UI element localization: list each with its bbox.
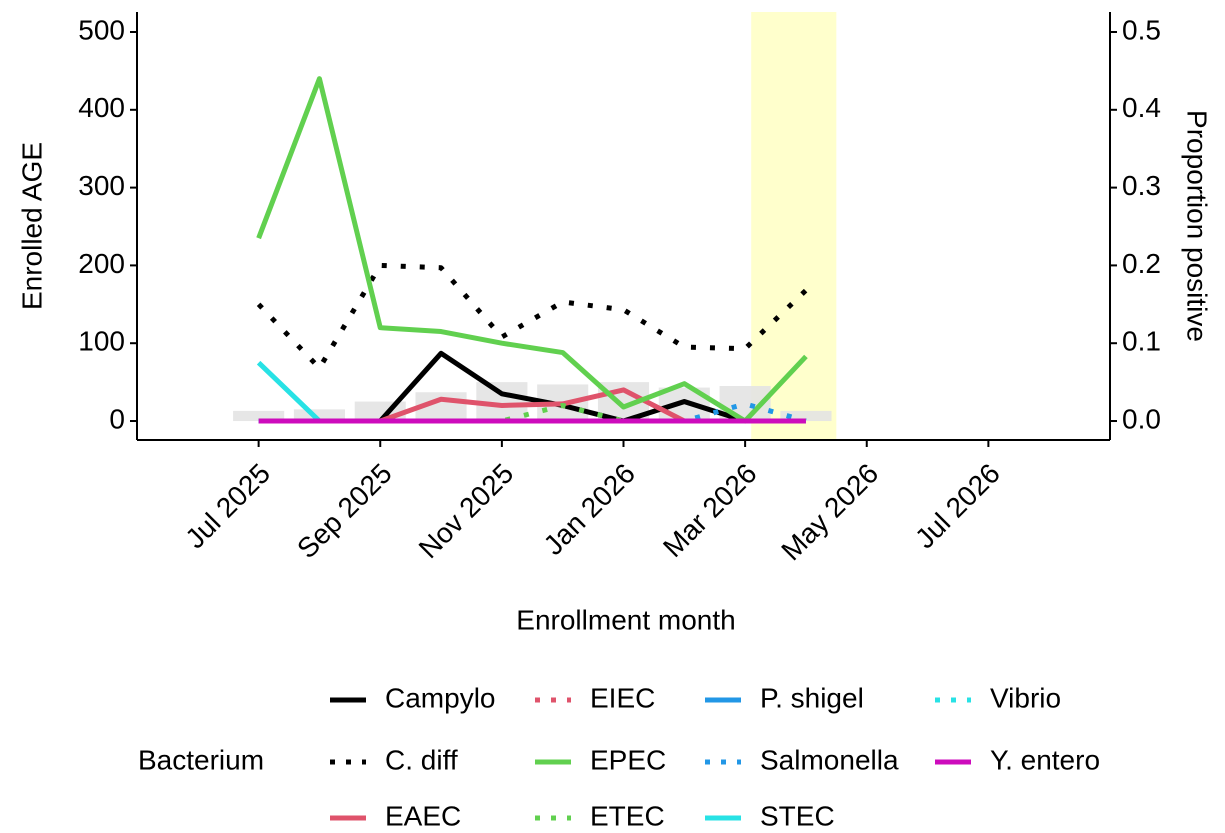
x-tick-label: Nov 2025 [413,458,520,565]
x-tick-label: May 2026 [775,458,884,567]
y2-tick-label: 0.1 [1122,326,1161,357]
y2-tick-label: 0.3 [1122,170,1161,201]
legend-label: C. diff [385,744,458,775]
y-tick-label: 200 [78,248,125,279]
y2-tick-label: 0.5 [1122,14,1161,45]
y-tick-label: 400 [78,92,125,123]
bar [780,410,832,422]
y2-tick-label: 0.4 [1122,92,1161,123]
bar [293,409,345,422]
y2-axis-title: Proportion positive [1182,110,1213,342]
x-tick-label: Mar 2026 [657,458,763,564]
x-tick-label: Sep 2025 [291,458,398,565]
legend-label: EIEC [590,682,655,713]
y-tick-label: 100 [78,326,125,357]
y2-tick-label: 0.2 [1122,248,1161,279]
y-axis-title: Enrolled AGE [16,142,47,310]
legend-label: Campylo [385,682,495,713]
series-line [256,262,808,371]
x-tick-label: Jul 2025 [179,458,276,555]
y-tick-label: 0 [109,403,125,434]
legend-label: EPEC [590,744,666,775]
legend-label: Y. entero [990,744,1100,775]
legend-title: Bacterium [138,744,264,775]
legend-label: EAEC [385,800,461,831]
y2-tick-label: 0.0 [1122,403,1161,434]
legend-label: P. shigel [760,682,864,713]
x-tick-label: Jan 2026 [538,458,641,561]
legend-label: Salmonella [760,744,899,775]
x-axis-title: Enrollment month [516,604,735,635]
legend-label: STEC [760,800,835,831]
x-tick-label: Jul 2026 [909,458,1006,555]
legend-label: Vibrio [990,682,1061,713]
series-line [256,76,808,424]
highlight [751,12,837,440]
y-tick-label: 500 [78,14,125,45]
bar [233,410,285,422]
series-line [258,401,807,424]
y-tick-label: 300 [78,170,125,201]
legend-label: ETEC [590,800,665,831]
